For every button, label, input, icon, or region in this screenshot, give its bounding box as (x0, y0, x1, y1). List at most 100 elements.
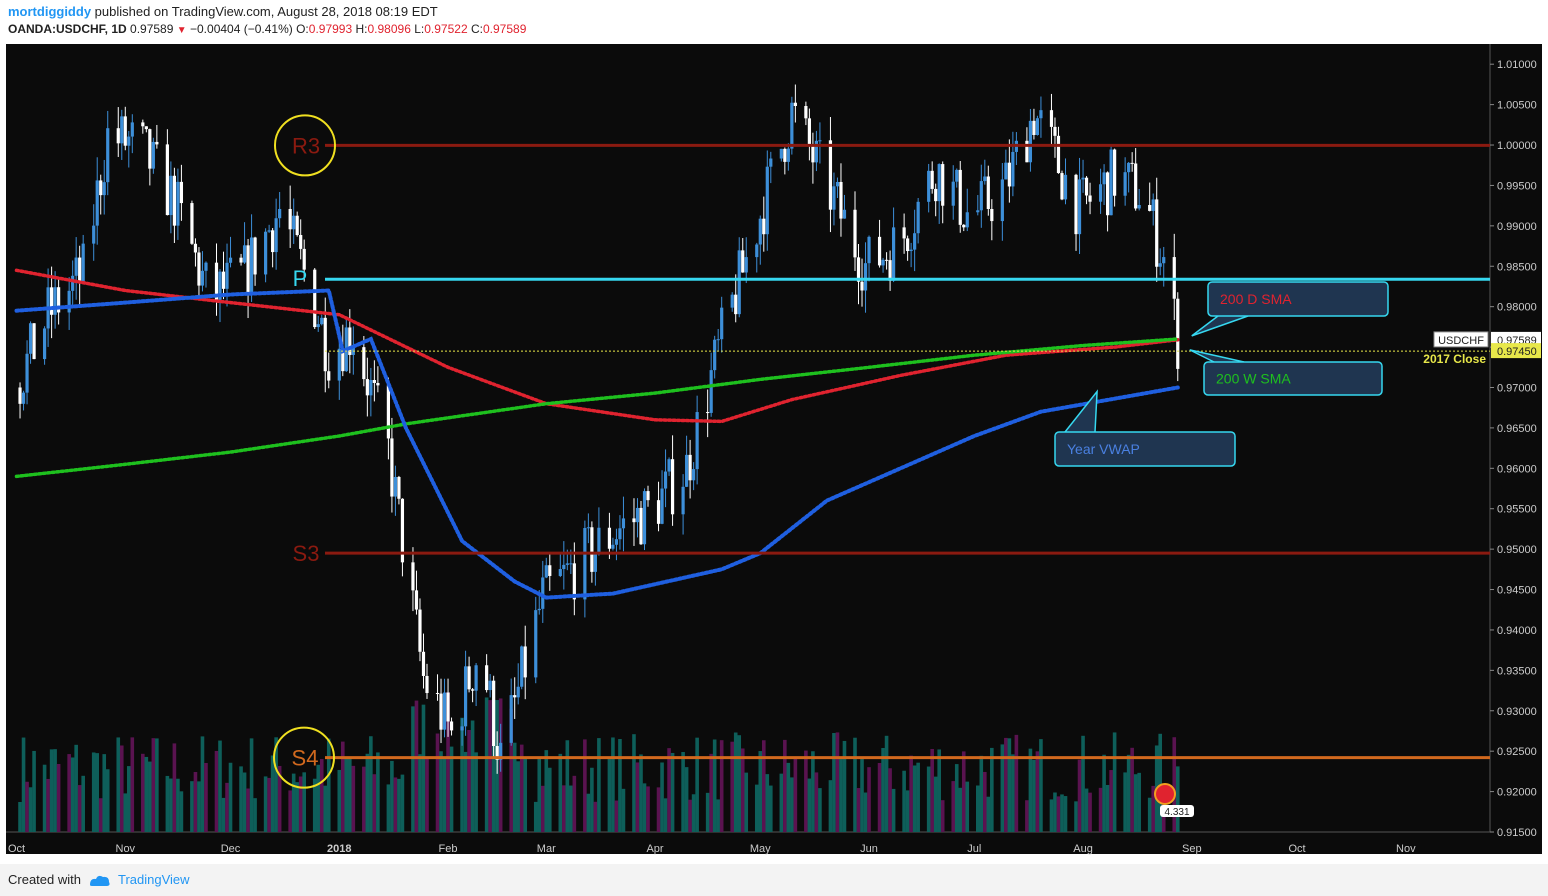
candle-body (1148, 205, 1152, 211)
volume-bar (274, 737, 278, 832)
volume-bar (965, 781, 970, 832)
candle-body (1113, 149, 1117, 196)
candle-body (758, 218, 762, 245)
price-chart[interactable]: R3 P S3 S4 2017 Close 1.01000 1.00500 1.00000 0… (0, 42, 1548, 864)
volume-bar (298, 776, 303, 832)
volume-bar (277, 765, 282, 832)
volume-bar (853, 737, 857, 832)
candle-body (221, 271, 226, 289)
volume-bar (562, 785, 566, 832)
volume-bar (635, 762, 640, 832)
volume-bar (835, 732, 840, 832)
candle-body (786, 148, 790, 162)
volume-bar (758, 751, 763, 832)
ohlc-legend: OANDA:USDCHF, 1D 0.97589 ▼ −0.00404 (−0.… (8, 22, 526, 36)
level-label-2017-close: 2017 Close (1423, 352, 1486, 366)
close-2017-tag (1491, 343, 1541, 359)
price-tick-label: 1.00500 (1497, 100, 1537, 112)
volume-bar (614, 800, 619, 832)
candle-body (348, 327, 352, 355)
price-axis[interactable] (1490, 44, 1542, 854)
time-tick-label: Jun (860, 843, 878, 855)
candle-body (421, 651, 426, 676)
volume-bar (1007, 738, 1012, 832)
candle-body (639, 507, 643, 545)
volume-bar (632, 734, 636, 832)
volume-bar (1109, 770, 1113, 832)
volume-bar (569, 785, 573, 832)
candle-body (916, 201, 920, 234)
candle-body (400, 498, 405, 563)
volume-bar (547, 767, 552, 832)
publish-date: published on TradingView.com, August 28,… (91, 4, 438, 19)
volume-bar (516, 761, 521, 832)
volume-bar (460, 717, 464, 832)
candle-body (1063, 174, 1068, 200)
high-value: 0.98096 (367, 22, 411, 36)
candle-body (67, 290, 71, 313)
candle-body (1007, 162, 1011, 187)
volume-bar (979, 755, 984, 832)
candle-body (1056, 135, 1061, 174)
candle-body (1032, 120, 1036, 135)
volume-bar (1039, 739, 1043, 832)
candle-body (828, 140, 833, 210)
volume-bar (1151, 785, 1156, 832)
volume-bar (937, 749, 942, 832)
time-axis[interactable] (6, 832, 1542, 854)
volume-bar (1074, 801, 1078, 832)
candle-body (130, 122, 134, 137)
volume-bar (754, 784, 759, 832)
candle-body (877, 236, 882, 266)
volume-bar (1102, 754, 1106, 832)
volume-bar (839, 757, 843, 832)
price-tick-label: 0.93000 (1497, 706, 1537, 718)
price-tick-label: 0.97000 (1497, 382, 1537, 394)
candle-body (264, 231, 268, 275)
author-link[interactable]: mortdiggiddy (8, 4, 92, 19)
volume-bar (867, 767, 871, 832)
candle-body (1074, 174, 1078, 235)
callout-200d-sma-label: 200 D SMA (1220, 291, 1292, 307)
volume-bar (1123, 772, 1127, 832)
volume-bar (393, 777, 398, 832)
candle-body (590, 527, 594, 572)
symbol-tag-label: USDCHF (1438, 335, 1484, 347)
plot-area[interactable] (6, 44, 1490, 832)
candle-body (983, 176, 987, 182)
level-label-s4: S4 (292, 746, 319, 771)
volume-bar (597, 738, 601, 832)
candle-body (976, 210, 980, 213)
price-tick-label: 0.99500 (1497, 180, 1537, 192)
candle-body (1127, 162, 1131, 173)
close-value: 0.97589 (482, 22, 527, 36)
candle-body (513, 695, 517, 698)
candle-body (295, 215, 299, 236)
candle-body (323, 317, 327, 372)
volume-bar (470, 720, 475, 832)
candle-body (965, 212, 969, 228)
candle-body (74, 257, 78, 276)
time-tick-label: Apr (646, 843, 663, 855)
volume-bar (204, 762, 208, 832)
tradingview-link[interactable]: TradingView (118, 872, 190, 887)
candle-body (151, 141, 155, 169)
volume-bar (81, 775, 85, 832)
candle-body (779, 148, 783, 159)
candle-body (1084, 177, 1089, 196)
candle-body (463, 666, 468, 727)
candle-body (1028, 120, 1033, 163)
candle-body (21, 392, 26, 404)
candle-body (102, 182, 106, 196)
volume-bar (663, 798, 668, 832)
candle-body (565, 563, 569, 565)
volume-bar (56, 764, 61, 832)
candle-body (979, 181, 983, 211)
candle-body (537, 608, 541, 611)
candle-body (811, 146, 815, 163)
candle-body (832, 186, 836, 210)
volume-bar (172, 743, 177, 832)
candle-body (853, 209, 857, 258)
series-line-200-d-sma (14, 268, 1180, 424)
volume-bar (909, 755, 913, 832)
